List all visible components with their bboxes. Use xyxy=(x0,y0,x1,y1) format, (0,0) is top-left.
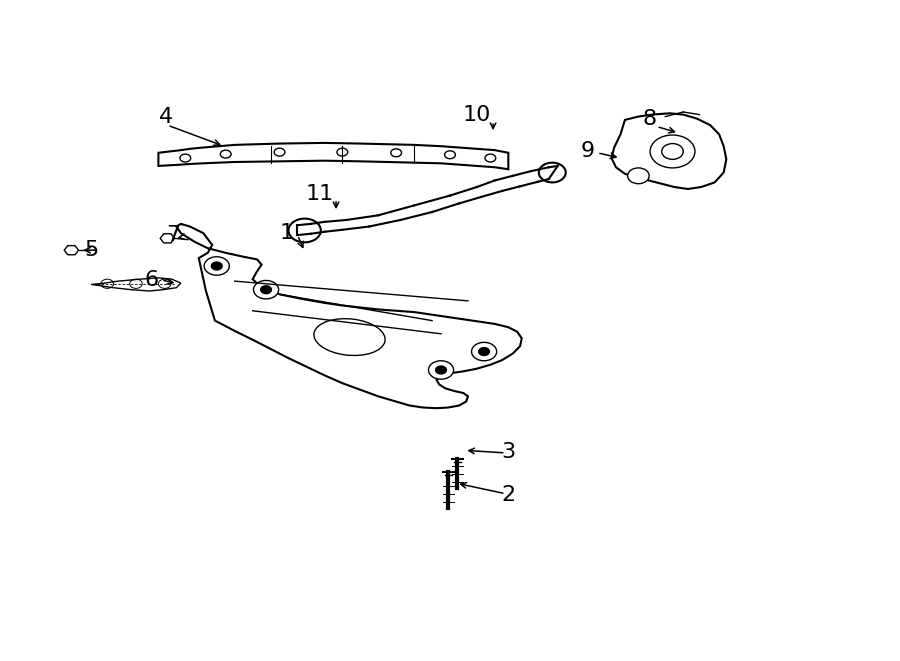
Text: 11: 11 xyxy=(306,184,334,204)
Polygon shape xyxy=(91,278,181,291)
Text: 5: 5 xyxy=(84,240,98,260)
Circle shape xyxy=(254,280,279,299)
Circle shape xyxy=(261,286,272,293)
Circle shape xyxy=(436,366,446,374)
Circle shape xyxy=(479,348,490,356)
Text: 6: 6 xyxy=(144,270,158,290)
Text: 3: 3 xyxy=(501,442,516,462)
Circle shape xyxy=(212,262,222,270)
Text: 10: 10 xyxy=(463,104,491,125)
Text: 8: 8 xyxy=(642,108,656,128)
Circle shape xyxy=(650,135,695,168)
Text: 1: 1 xyxy=(280,223,293,243)
Polygon shape xyxy=(160,234,175,243)
Text: 2: 2 xyxy=(501,485,516,505)
Polygon shape xyxy=(64,246,78,254)
Text: 9: 9 xyxy=(581,141,595,161)
Circle shape xyxy=(428,361,454,379)
Circle shape xyxy=(627,168,649,184)
Text: 4: 4 xyxy=(158,106,173,126)
Circle shape xyxy=(289,219,320,243)
Circle shape xyxy=(472,342,497,361)
Polygon shape xyxy=(611,113,726,189)
Polygon shape xyxy=(158,143,508,169)
Text: 7: 7 xyxy=(166,225,181,245)
Polygon shape xyxy=(176,224,522,408)
Circle shape xyxy=(204,256,230,275)
Circle shape xyxy=(539,163,566,182)
